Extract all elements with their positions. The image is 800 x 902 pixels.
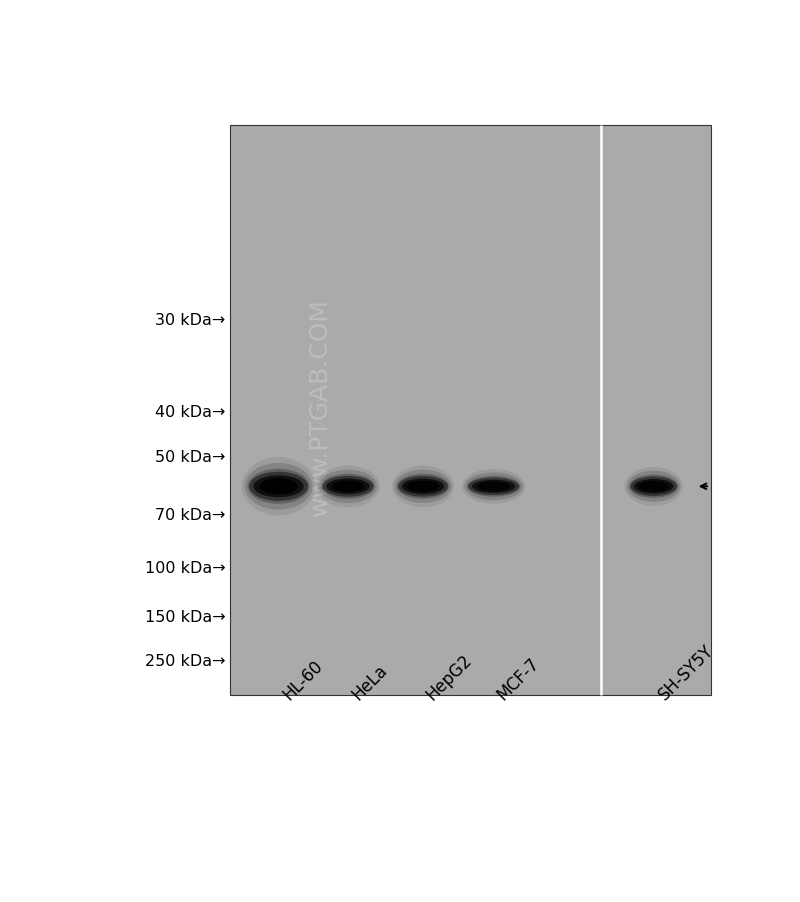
Ellipse shape: [331, 481, 365, 492]
Ellipse shape: [634, 480, 674, 494]
Ellipse shape: [630, 477, 677, 496]
Ellipse shape: [392, 466, 454, 508]
Ellipse shape: [316, 466, 380, 508]
Text: HepG2: HepG2: [422, 650, 475, 704]
Ellipse shape: [259, 479, 298, 495]
Ellipse shape: [638, 482, 669, 492]
Text: 100 kDa→: 100 kDa→: [145, 560, 226, 575]
Ellipse shape: [627, 471, 680, 502]
Ellipse shape: [465, 473, 523, 501]
Ellipse shape: [625, 467, 682, 506]
Ellipse shape: [472, 480, 515, 493]
Text: 40 kDa→: 40 kDa→: [155, 405, 226, 420]
Text: 50 kDa→: 50 kDa→: [155, 449, 226, 465]
Ellipse shape: [248, 469, 310, 504]
Ellipse shape: [254, 476, 303, 498]
Ellipse shape: [326, 479, 370, 494]
Ellipse shape: [398, 476, 448, 497]
Ellipse shape: [318, 470, 378, 503]
Ellipse shape: [245, 464, 313, 511]
Text: www.PTGAB.COM: www.PTGAB.COM: [308, 298, 332, 516]
Text: 150 kDa→: 150 kDa→: [145, 609, 226, 624]
Ellipse shape: [407, 481, 439, 492]
Ellipse shape: [322, 474, 374, 500]
Ellipse shape: [402, 479, 444, 494]
Ellipse shape: [322, 476, 374, 497]
Ellipse shape: [468, 478, 519, 495]
Ellipse shape: [467, 476, 520, 497]
Ellipse shape: [242, 457, 315, 516]
Text: 30 kDa→: 30 kDa→: [155, 313, 226, 327]
Ellipse shape: [394, 470, 451, 503]
Ellipse shape: [477, 482, 510, 492]
Ellipse shape: [462, 469, 526, 504]
Text: HeLa: HeLa: [348, 661, 390, 704]
Ellipse shape: [630, 475, 678, 499]
Bar: [230, 125, 710, 695]
Text: SH-SY5Y: SH-SY5Y: [655, 641, 718, 704]
Ellipse shape: [249, 472, 308, 502]
Text: 250 kDa→: 250 kDa→: [145, 653, 226, 667]
Text: HL-60: HL-60: [280, 657, 326, 704]
Text: 70 kDa→: 70 kDa→: [155, 507, 226, 522]
Text: MCF-7: MCF-7: [494, 654, 543, 704]
Ellipse shape: [397, 474, 449, 500]
